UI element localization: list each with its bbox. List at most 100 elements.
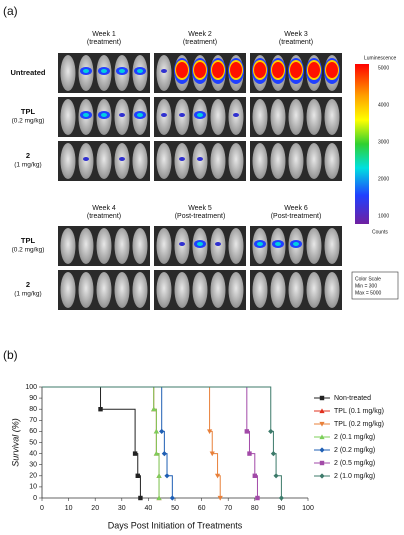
mouse-image	[250, 226, 342, 266]
mouse	[114, 272, 130, 308]
legend-label: 2 (0.5 mg/kg)	[334, 460, 375, 467]
column-week: Week 1	[92, 31, 116, 38]
marker	[244, 429, 250, 434]
marker	[151, 406, 157, 412]
column-phase: (Post-treatment)	[175, 213, 226, 220]
mouse-image	[58, 97, 150, 137]
mouse-image	[250, 97, 342, 137]
legend-label: 2 (0.2 mg/kg)	[334, 447, 375, 454]
mouse	[228, 272, 244, 308]
marker	[273, 473, 279, 479]
column-phase: (treatment)	[87, 39, 121, 46]
y-tick-label: 20	[29, 473, 37, 480]
row-dose: (0.2 mg/kg)	[12, 118, 45, 125]
column-phase: (treatment)	[87, 213, 121, 220]
legend-label: TPL (0.1 mg/kg)	[334, 408, 384, 415]
mouse	[270, 99, 286, 135]
legend-label: 2 (1.0 mg/kg)	[334, 473, 375, 480]
row-name: TPL	[21, 107, 36, 116]
legend-label: Non-treated	[334, 395, 371, 402]
survival-line	[42, 386, 258, 498]
colorbar-tick: 4000	[378, 102, 389, 108]
mouse	[228, 143, 244, 179]
legend-marker	[319, 421, 325, 427]
survival-line	[42, 386, 221, 498]
y-tick-label: 10	[29, 484, 37, 491]
signal	[257, 242, 263, 246]
x-tick-label: 80	[251, 505, 259, 512]
marker	[278, 495, 284, 501]
column-week: Week 6	[284, 205, 308, 212]
signal	[197, 157, 203, 161]
mouse-image	[250, 53, 342, 93]
mouse-image	[58, 270, 150, 310]
mouse	[156, 272, 172, 308]
signal	[119, 113, 125, 117]
row-name: 2	[26, 151, 30, 160]
mouse	[252, 99, 268, 135]
mouse	[60, 55, 76, 91]
marker	[217, 495, 223, 501]
signal	[326, 62, 338, 78]
marker	[169, 495, 175, 501]
signal	[272, 62, 284, 78]
mouse	[156, 228, 172, 264]
marker	[98, 406, 103, 412]
mouse	[252, 272, 268, 308]
mouse	[288, 272, 304, 308]
marker	[247, 451, 252, 456]
x-tick-label: 10	[65, 505, 73, 512]
mouse-image	[154, 53, 246, 93]
signal	[212, 62, 224, 78]
mouse	[324, 99, 340, 135]
marker	[255, 495, 260, 501]
y-tick-label: 70	[29, 417, 37, 424]
legend-marker	[319, 434, 325, 440]
survival-line	[42, 386, 141, 498]
mouse	[96, 143, 112, 179]
marker	[206, 429, 213, 434]
signal	[101, 113, 107, 117]
mouse	[306, 143, 322, 179]
marker	[270, 451, 277, 457]
color-scale-max: Max = 5000	[355, 290, 381, 296]
mouse	[228, 228, 244, 264]
x-tick-label: 70	[224, 505, 232, 512]
colorbar	[355, 64, 369, 224]
legend-marker	[319, 473, 325, 479]
mouse	[270, 272, 286, 308]
signal	[197, 242, 203, 246]
mouse	[132, 272, 148, 308]
signal	[179, 242, 185, 246]
mouse	[60, 228, 76, 264]
column-phase: (treatment)	[279, 39, 313, 46]
x-axis-label: Days Post Initiation of Treatments	[108, 520, 243, 530]
signal	[101, 69, 107, 73]
signal	[308, 62, 320, 78]
signal	[137, 69, 143, 73]
legend-label: 2 (0.1 mg/kg)	[334, 434, 375, 441]
column-week: Week 3	[284, 31, 308, 38]
mouse-image	[154, 141, 246, 181]
x-tick-label: 90	[278, 505, 286, 512]
mouse-image	[154, 97, 246, 137]
marker	[153, 451, 159, 456]
marker	[138, 495, 143, 501]
signal	[215, 242, 221, 246]
row-dose: (1 mg/kg)	[14, 162, 41, 169]
colorbar-tick: 5000	[378, 65, 389, 71]
y-tick-label: 40	[29, 450, 37, 457]
mouse	[210, 99, 226, 135]
mouse	[306, 99, 322, 135]
mouse	[324, 228, 340, 264]
y-tick-label: 90	[29, 395, 37, 402]
mouse	[306, 228, 322, 264]
marker	[268, 428, 274, 434]
column-week: Week 5	[188, 205, 212, 212]
mouse	[114, 228, 130, 264]
x-tick-label: 20	[91, 505, 99, 512]
panel-label: (a)	[3, 4, 18, 18]
signal	[179, 113, 185, 117]
mouse	[210, 272, 226, 308]
mouse-image	[58, 141, 150, 181]
